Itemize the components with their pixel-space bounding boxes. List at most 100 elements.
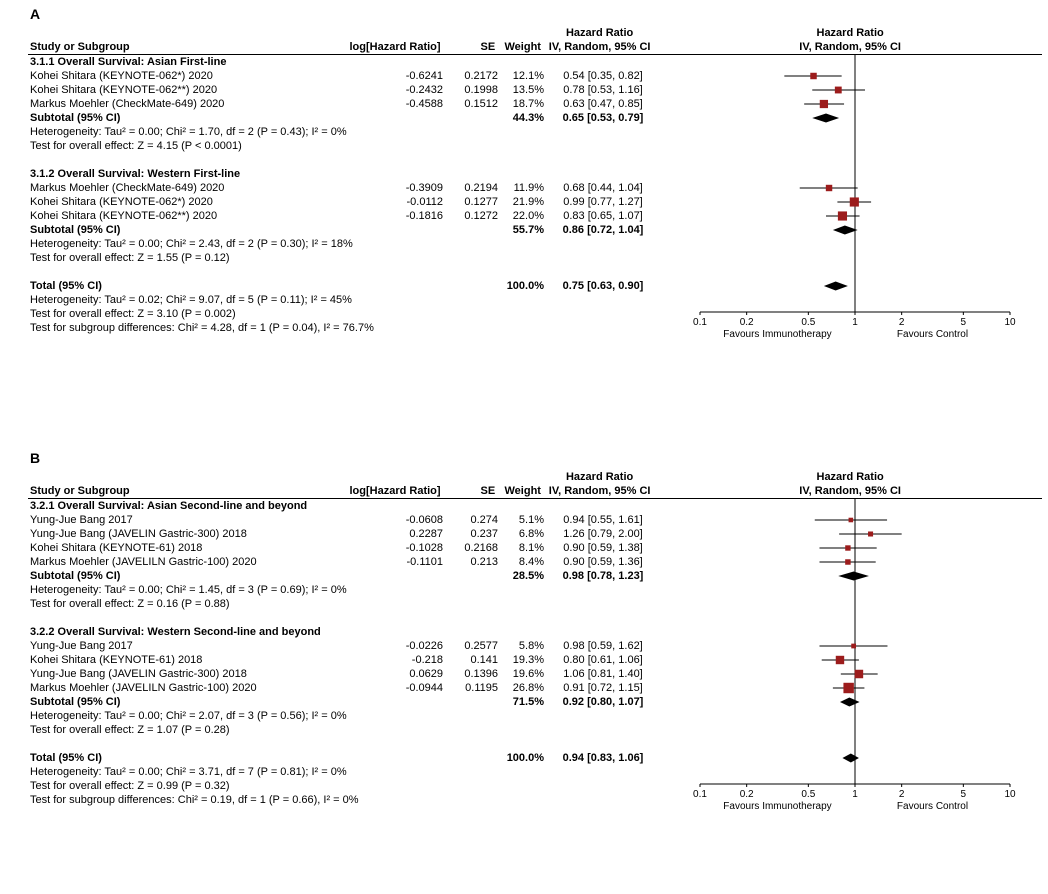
log-hr-value: -0.218	[411, 654, 443, 666]
stats-note: Heterogeneity: Tau² = 0.00; Chi² = 1.70,…	[30, 126, 347, 138]
ci-text: 0.98 [0.78, 1.23]	[562, 570, 644, 582]
stats-note: Heterogeneity: Tau² = 0.00; Chi² = 2.43,…	[30, 238, 353, 250]
stats-note-row: Test for overall effect: Z = 0.99 (P = 0…	[28, 779, 1042, 793]
ci-text: 0.98 [0.59, 1.62]	[563, 640, 643, 652]
plot-effect-measure-header: Hazard Ratio	[816, 27, 884, 39]
study-row: Kohei Shitara (KEYNOTE-61) 2018 -0.1028 0.…	[28, 541, 1042, 555]
stats-note: Test for overall effect: Z = 0.16 (P = 0…	[30, 598, 230, 610]
pooled-label: Subtotal (95% CI)	[30, 696, 121, 708]
subgroup-title: 3.1.1 Overall Survival: Asian First-line	[30, 56, 227, 68]
pooled-label: Subtotal (95% CI)	[30, 224, 121, 236]
se-value: 0.1512	[464, 98, 498, 110]
subtotal-row: Subtotal (95% CI) 44.3% 0.65 [0.53, 0.79]	[28, 111, 1042, 125]
weight-value: 100.0%	[506, 280, 544, 292]
effect-square	[848, 517, 854, 523]
axis-tick-label: 0.1	[693, 317, 707, 328]
weight-value: 8.1%	[518, 542, 544, 554]
study-name: Yung-Jue Bang 2017	[30, 514, 133, 526]
log-hr-value: 0.0629	[409, 668, 443, 680]
axis-tick-label: 0.1	[693, 789, 707, 800]
weight-value: 55.7%	[512, 224, 544, 236]
effect-square	[854, 669, 864, 679]
study-row: Kohei Shitara (KEYNOTE-062*) 2020 -0.0112…	[28, 195, 1042, 209]
se-column-header: SE	[480, 41, 496, 53]
log-hr-value: 0.2287	[409, 528, 443, 540]
se-value	[443, 695, 498, 709]
subtotal-diamond	[838, 571, 869, 581]
ci-text: 0.90 [0.59, 1.38]	[563, 542, 643, 554]
log-hr-value: -0.4588	[405, 98, 443, 110]
ci-text: 0.90 [0.59, 1.36]	[563, 556, 643, 568]
study-row: Yung-Jue Bang (JAVELIN Gastric-300) 2018…	[28, 667, 1042, 681]
study-name: Markus Moehler (JAVELILN Gastric-100) 20…	[30, 682, 257, 694]
study-name: Kohei Shitara (KEYNOTE-062*) 2020	[30, 70, 213, 82]
se-value	[443, 111, 498, 125]
stats-note: Test for overall effect: Z = 4.15 (P < 0…	[30, 140, 242, 152]
study-row: Kohei Shitara (KEYNOTE-062*) 2020 -0.6241…	[28, 69, 1042, 83]
panel-label-a: A	[30, 6, 41, 22]
weight-value: 44.3%	[512, 112, 544, 124]
total-row: Total (95% CI) 100.0% 0.75 [0.63, 0.90]	[28, 279, 1042, 293]
study-name: Kohei Shitara (KEYNOTE-61) 2018	[30, 542, 203, 554]
plot-method-header: IV, Random, 95% CI	[799, 41, 901, 53]
se-value	[443, 569, 498, 583]
log-hr-value: -0.3909	[405, 182, 443, 194]
total-diamond	[842, 753, 859, 763]
axis-tick-label: 0.5	[801, 789, 815, 800]
axis-tick-label: 2	[899, 317, 905, 328]
stats-note: Test for overall effect: Z = 0.99 (P = 0…	[30, 780, 230, 792]
plot-effect-measure-header: Hazard Ratio	[816, 471, 884, 483]
study-name: Yung-Jue Bang 2017	[30, 640, 133, 652]
favours-right-label: Favours Control	[897, 329, 968, 340]
subtotal-row: Subtotal (95% CI) 28.5% 0.98 [0.78, 1.23]	[28, 569, 1042, 583]
log-hr-value	[338, 695, 443, 709]
effect-square	[845, 545, 851, 551]
ci-text: 0.75 [0.63, 0.90]	[562, 280, 644, 292]
log-hr-value: -0.0608	[405, 514, 443, 526]
subtotal-diamond	[839, 697, 860, 707]
blank-cell	[28, 611, 662, 625]
study-name: Kohei Shitara (KEYNOTE-61) 2018	[30, 654, 203, 666]
header-line-2: Study or Subgroup log[Hazard Ratio] SE Weig…	[28, 40, 1042, 54]
blank-cell	[28, 737, 662, 751]
se-value: 0.1998	[464, 84, 498, 96]
weight-value: 12.1%	[512, 70, 544, 82]
se-value: 0.2168	[464, 542, 498, 554]
ci-text: 1.06 [0.81, 1.40]	[563, 668, 643, 680]
favours-right-label: Favours Control	[897, 801, 968, 812]
se-value: 0.1195	[465, 682, 498, 694]
se-value: 0.1277	[464, 196, 498, 208]
log-hr-value: -0.0226	[405, 640, 443, 652]
subgroup-title-row: 3.2.1 Overall Survival: Asian Second-lin…	[28, 499, 1042, 513]
se-value: 0.141	[470, 654, 498, 666]
ci-text: 0.86 [0.72, 1.04]	[562, 224, 644, 236]
weight-value: 18.7%	[512, 98, 544, 110]
total-row: Total (95% CI) 100.0% 0.94 [0.83, 1.06]	[28, 751, 1042, 765]
stats-note-row: Test for overall effect: Z = 4.15 (P < 0…	[28, 139, 1042, 153]
total-diamond	[823, 281, 848, 291]
stats-note: Heterogeneity: Tau² = 0.00; Chi² = 2.07,…	[30, 710, 347, 722]
blank-cell	[28, 153, 662, 167]
weight-value: 28.5%	[512, 570, 544, 582]
weight-value: 19.3%	[512, 654, 544, 666]
stats-note: Test for overall effect: Z = 1.55 (P = 0…	[30, 252, 230, 264]
subtotal-row: Subtotal (95% CI) 71.5% 0.92 [0.80, 1.07]	[28, 695, 1042, 709]
se-value	[443, 223, 498, 237]
study-name: Markus Moehler (CheckMate-649) 2020	[30, 182, 225, 194]
plot-method-header: IV, Random, 95% CI	[799, 485, 901, 497]
stats-note: Test for overall effect: Z = 3.10 (P = 0…	[30, 308, 236, 320]
stats-note-row: Test for subgroup differences: Chi² = 0.…	[28, 793, 1042, 807]
se-value: 0.1396	[464, 668, 498, 680]
log-hr-value: -0.0112	[406, 196, 444, 208]
study-row: Yung-Jue Bang 2017 -0.0608 0.274 5.1% 0.94 […	[28, 513, 1042, 527]
stats-note-row: Test for overall effect: Z = 0.16 (P = 0…	[28, 597, 1042, 611]
effect-measure-header: Hazard Ratio	[565, 27, 634, 39]
log-hr-value: -0.1101	[406, 556, 444, 568]
log-hr-value: -0.1816	[405, 210, 443, 222]
axis-tick-label: 5	[961, 317, 967, 328]
log-hr-value: -0.1028	[405, 542, 443, 554]
axis-tick-label: 10	[1004, 789, 1016, 800]
log-hr-value	[338, 279, 443, 293]
axis-tick-label: 1	[852, 789, 858, 800]
weight-value: 26.8%	[512, 682, 544, 694]
